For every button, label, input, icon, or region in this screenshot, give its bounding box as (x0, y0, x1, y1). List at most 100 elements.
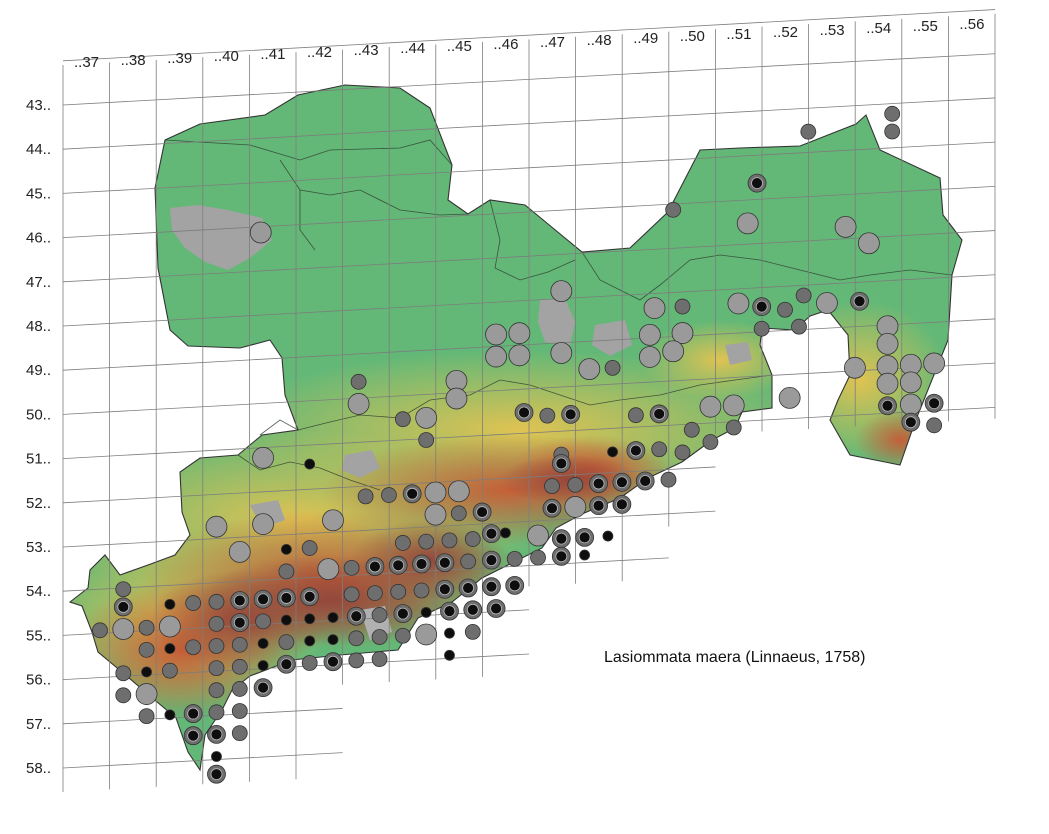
occurrence-marker (420, 606, 432, 618)
occurrence-marker (278, 563, 295, 580)
occurrence-marker (415, 406, 438, 429)
occurrence-marker (388, 555, 408, 575)
occurrence-marker (674, 444, 691, 461)
occurrence-marker (567, 476, 584, 493)
occurrence-marker (561, 404, 581, 424)
occurrence-marker (485, 323, 507, 346)
occurrence-marker (276, 654, 296, 674)
occurrence-marker (185, 595, 202, 611)
occurrence-marker (301, 540, 318, 556)
occurrence-marker (450, 505, 467, 522)
occurrence-marker (857, 232, 880, 255)
occurrence-marker (542, 498, 562, 518)
occurrence-marker (508, 344, 531, 367)
occurrence-marker (138, 708, 155, 725)
occurrence-marker (348, 630, 365, 647)
grid-line-horizontal (62, 708, 343, 725)
occurrence-marker (249, 221, 272, 244)
occurrence-marker (424, 503, 447, 526)
column-label: ..53 (820, 22, 845, 39)
occurrence-marker (725, 419, 742, 436)
row-label: 48.. (26, 318, 51, 335)
occurrence-marker (138, 619, 155, 636)
occurrence-marker (472, 502, 492, 522)
row-label: 57.. (26, 716, 51, 733)
occurrence-marker (390, 583, 407, 600)
occurrence-marker (141, 666, 152, 678)
occurrence-marker (413, 582, 430, 599)
occurrence-marker (412, 554, 431, 574)
occurrence-marker (231, 658, 248, 675)
column-label: ..49 (633, 30, 658, 47)
grid-line-horizontal (62, 141, 996, 194)
occurrence-marker (834, 215, 857, 238)
occurrence-marker (884, 123, 901, 140)
row-label: 55.. (26, 627, 51, 644)
occurrence-marker (876, 372, 899, 395)
occurrence-marker (612, 494, 632, 514)
column-label: ..46 (493, 36, 518, 53)
column-label: ..56 (959, 16, 984, 33)
occurrence-marker (505, 576, 525, 595)
occurrence-marker (878, 396, 897, 416)
occurrence-marker (253, 589, 273, 609)
occurrence-marker (444, 627, 455, 639)
occurrence-marker (317, 558, 340, 581)
occurrence-marker (674, 298, 691, 315)
occurrence-marker (651, 441, 668, 458)
row-label: 54.. (26, 583, 51, 600)
occurrence-marker (899, 371, 922, 394)
occurrence-marker (252, 446, 274, 469)
occurrence-marker (464, 531, 481, 547)
occurrence-marker (113, 597, 133, 617)
occurrence-marker (447, 480, 470, 503)
occurrence-marker (380, 487, 397, 503)
occurrence-marker (185, 639, 202, 656)
occurrence-marker (255, 613, 271, 630)
occurrence-marker (816, 292, 838, 314)
occurrence-marker (485, 345, 507, 368)
occurrence-marker (301, 655, 318, 671)
column-label: ..47 (540, 34, 565, 51)
occurrence-marker (208, 616, 225, 632)
grid-line-horizontal (62, 185, 996, 238)
grid-line-horizontal (62, 318, 996, 371)
occurrence-marker (923, 352, 946, 375)
occurrence-marker (551, 529, 571, 549)
occurrence-marker (482, 550, 501, 570)
occurrence-marker (924, 393, 944, 413)
occurrence-marker (394, 411, 411, 428)
row-label: 47.. (26, 274, 51, 291)
row-label: 43.. (26, 97, 51, 114)
occurrence-marker (579, 549, 591, 561)
occurrence-marker (231, 725, 248, 742)
occurrence-marker (322, 509, 344, 532)
occurrence-marker (604, 359, 621, 376)
occurrence-marker (161, 662, 178, 679)
row-label: 52.. (26, 495, 51, 512)
occurrence-marker (662, 340, 685, 363)
column-label: ..39 (167, 50, 192, 67)
column-label: ..51 (726, 26, 751, 43)
occurrence-marker (635, 471, 655, 491)
row-labels: 43.. 44.. 45.. 46.. 47.. 48.. 49.. 50.. 51.. 52..… (26, 97, 51, 777)
occurrence-marker (230, 613, 250, 633)
occurrence-marker (424, 481, 447, 504)
occurrence-marker (727, 292, 750, 315)
occurrence-marker (575, 527, 595, 547)
occurrence-marker (304, 635, 316, 647)
occurrence-marker (230, 591, 250, 610)
grid-line-horizontal (62, 274, 996, 327)
occurrence-marker (304, 613, 316, 625)
occurrence-marker (544, 478, 560, 495)
occurrence-marker (164, 709, 176, 721)
occurrence-marker (327, 612, 339, 623)
occurrence-marker (418, 533, 435, 550)
occurrence-marker (253, 678, 273, 698)
occurrence-marker (323, 652, 343, 672)
occurrence-marker (551, 546, 571, 566)
column-label: ..44 (400, 40, 425, 57)
column-label: ..38 (121, 52, 146, 69)
column-label: ..37 (74, 54, 99, 71)
occurrence-marker (551, 454, 571, 473)
